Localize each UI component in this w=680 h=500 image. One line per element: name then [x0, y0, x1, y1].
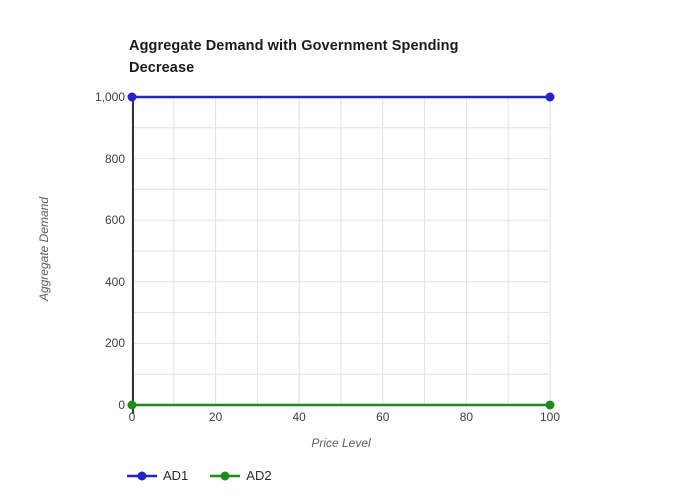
x-tick-label: 100: [539, 410, 561, 424]
x-tick-label: 20: [208, 410, 223, 424]
chart-title: Aggregate Demand with Government Spendin…: [129, 38, 459, 76]
x-axis-title: Price Level: [311, 436, 371, 450]
legend-marker-icon: [127, 471, 157, 480]
y-tick-label: 600: [104, 213, 125, 228]
legend-marker-icon: [210, 471, 241, 480]
legend-label: AD1: [163, 468, 189, 483]
x-tick-label: 60: [376, 410, 390, 424]
x-tick-label: 40: [292, 410, 306, 424]
legend-item: AD1: [127, 468, 188, 483]
legend: AD1 AD2: [127, 468, 272, 483]
y-tick-label: 400: [104, 274, 125, 289]
y-tick-label: 1,000: [94, 90, 125, 104]
x-tick-label: 0: [128, 410, 136, 424]
legend-label: AD2: [246, 468, 272, 483]
y-tick-label: 0: [118, 398, 125, 412]
legend-item: AD2: [210, 468, 272, 483]
plot-svg: [127, 92, 555, 414]
y-axis-title: Aggregate Demand: [37, 196, 51, 302]
y-tick-label: 200: [104, 336, 125, 351]
x-tick-label: 80: [459, 410, 474, 424]
y-tick-label: 800: [104, 151, 125, 166]
